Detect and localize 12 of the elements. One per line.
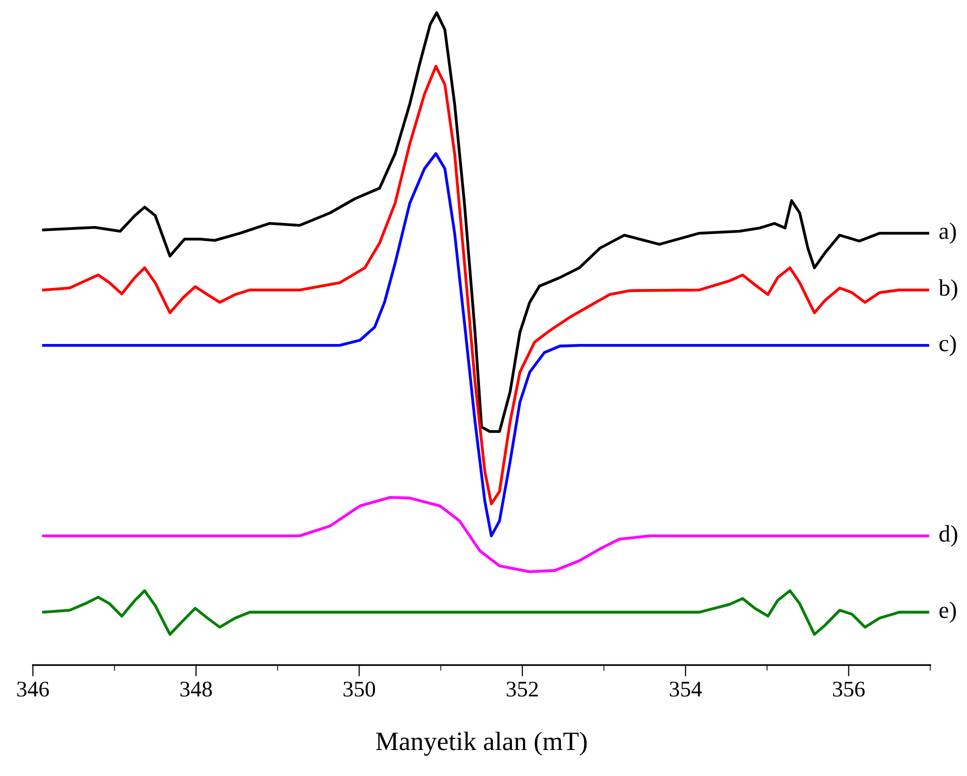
x-tick-label: 350 (344, 682, 376, 697)
x-tick-label: 346 (17, 682, 49, 697)
x-tick-label: 352 (506, 682, 538, 697)
series-label: c) (939, 334, 956, 356)
x-tick-label: 354 (670, 682, 702, 697)
series-label: b) (938, 279, 958, 301)
series-label: d) (939, 525, 958, 547)
series-label: a) (939, 222, 956, 244)
series-label: e) (940, 601, 956, 623)
x-tick-label: 348 (180, 682, 212, 697)
x-tick-label: 356 (833, 682, 865, 697)
x-axis-title: Manyetik alan (mT) (376, 732, 587, 756)
